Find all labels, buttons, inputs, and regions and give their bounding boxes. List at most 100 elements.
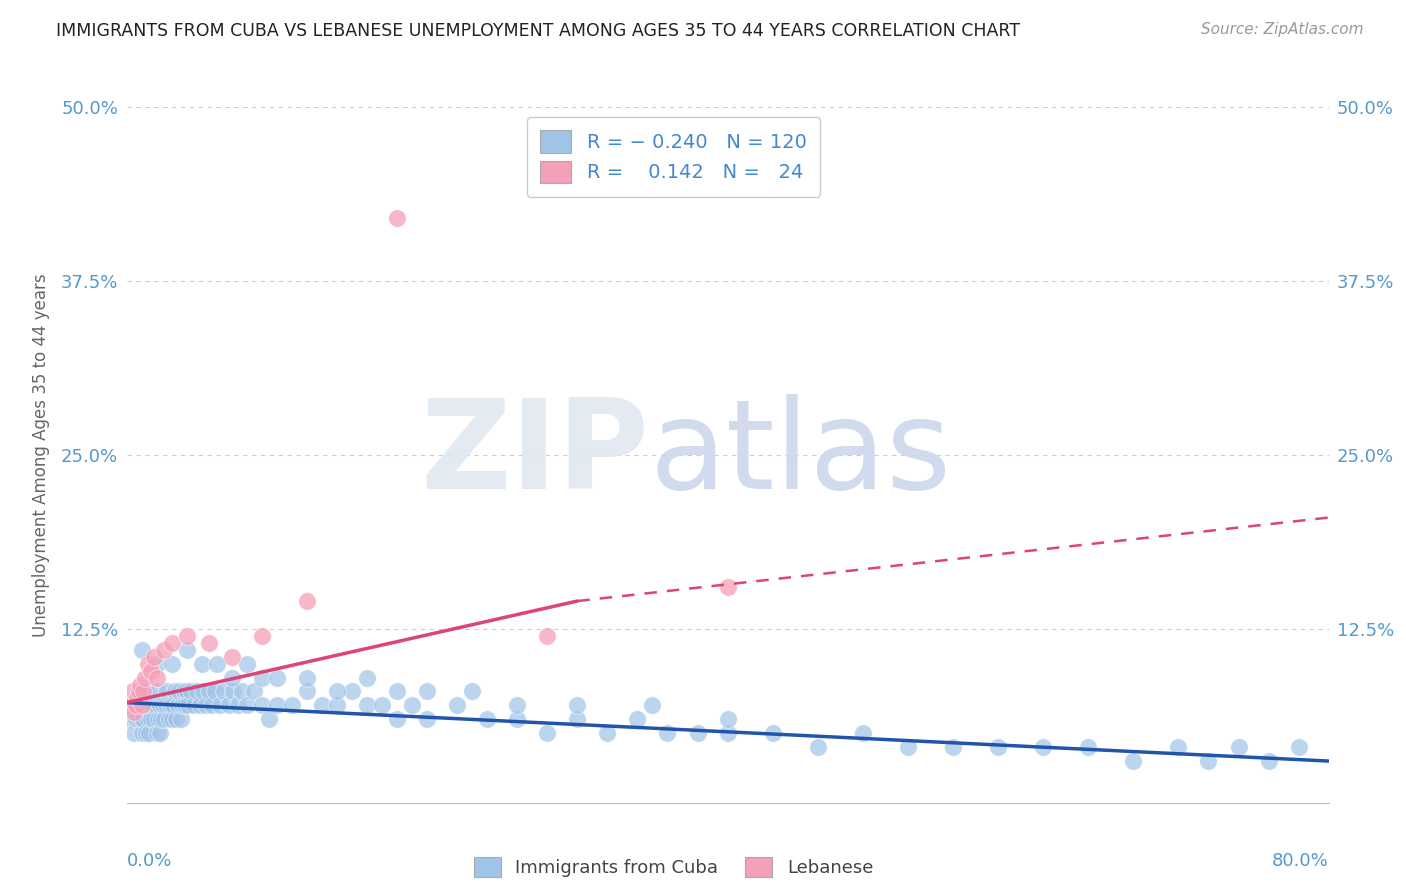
Point: [506, 712, 529, 726]
Point: [1197, 754, 1219, 768]
Point: [122, 706, 145, 720]
Point: [129, 698, 152, 713]
Point: [385, 684, 408, 698]
Point: [295, 684, 318, 698]
Point: [536, 726, 558, 740]
Point: [166, 698, 188, 713]
Point: [626, 712, 648, 726]
Point: [138, 726, 160, 740]
Point: [401, 698, 423, 713]
Point: [204, 684, 226, 698]
Point: [135, 684, 157, 698]
Point: [125, 691, 148, 706]
Point: [475, 712, 498, 726]
Point: [371, 698, 394, 713]
Point: [243, 684, 266, 698]
Point: [190, 657, 212, 671]
Point: [128, 712, 150, 726]
Point: [149, 726, 172, 740]
Point: [536, 629, 558, 643]
Point: [250, 629, 273, 643]
Point: [259, 712, 281, 726]
Point: [131, 698, 153, 713]
Point: [176, 629, 198, 643]
Point: [183, 698, 205, 713]
Point: [340, 684, 363, 698]
Point: [177, 698, 200, 713]
Point: [142, 712, 165, 726]
Point: [208, 698, 231, 713]
Point: [356, 698, 378, 713]
Y-axis label: Unemployment Among Ages 35 to 44 years: Unemployment Among Ages 35 to 44 years: [32, 273, 49, 637]
Point: [188, 698, 211, 713]
Point: [145, 657, 167, 671]
Point: [385, 712, 408, 726]
Text: ZIP: ZIP: [420, 394, 650, 516]
Point: [567, 698, 589, 713]
Point: [567, 712, 589, 726]
Point: [145, 726, 167, 740]
Point: [135, 726, 157, 740]
Point: [198, 636, 221, 650]
Point: [205, 657, 228, 671]
Point: [159, 698, 181, 713]
Point: [146, 712, 169, 726]
Point: [125, 698, 148, 713]
Point: [176, 642, 198, 657]
Point: [1077, 740, 1099, 755]
Point: [1288, 740, 1310, 755]
Point: [506, 698, 529, 713]
Point: [311, 698, 333, 713]
Point: [385, 211, 408, 226]
Point: [218, 698, 240, 713]
Point: [716, 726, 740, 740]
Point: [129, 677, 152, 691]
Point: [686, 726, 709, 740]
Point: [145, 671, 167, 685]
Point: [716, 712, 740, 726]
Point: [176, 684, 198, 698]
Point: [221, 649, 243, 664]
Point: [155, 698, 177, 713]
Point: [165, 712, 187, 726]
Point: [134, 698, 156, 713]
Point: [326, 698, 349, 713]
Point: [266, 698, 288, 713]
Point: [139, 712, 162, 726]
Point: [235, 698, 259, 713]
Point: [1167, 740, 1189, 755]
Point: [131, 712, 153, 726]
Point: [145, 684, 167, 698]
Text: atlas: atlas: [650, 394, 952, 516]
Point: [172, 698, 194, 713]
Point: [160, 636, 183, 650]
Point: [153, 712, 176, 726]
Point: [157, 712, 180, 726]
Point: [281, 698, 304, 713]
Point: [131, 726, 153, 740]
Point: [461, 684, 484, 698]
Point: [121, 698, 143, 713]
Point: [1227, 740, 1250, 755]
Text: 0.0%: 0.0%: [127, 852, 172, 870]
Point: [180, 684, 202, 698]
Point: [195, 698, 218, 713]
Text: Source: ZipAtlas.com: Source: ZipAtlas.com: [1201, 22, 1364, 37]
Point: [186, 684, 208, 698]
Point: [136, 712, 159, 726]
Point: [222, 684, 245, 698]
Point: [231, 684, 253, 698]
Point: [138, 698, 160, 713]
Point: [942, 740, 965, 755]
Point: [132, 712, 155, 726]
Point: [134, 671, 156, 685]
Text: 80.0%: 80.0%: [1272, 852, 1329, 870]
Point: [121, 684, 143, 698]
Point: [226, 698, 249, 713]
Point: [156, 684, 179, 698]
Point: [174, 698, 197, 713]
Point: [897, 740, 920, 755]
Point: [160, 657, 183, 671]
Point: [416, 684, 439, 698]
Point: [150, 712, 173, 726]
